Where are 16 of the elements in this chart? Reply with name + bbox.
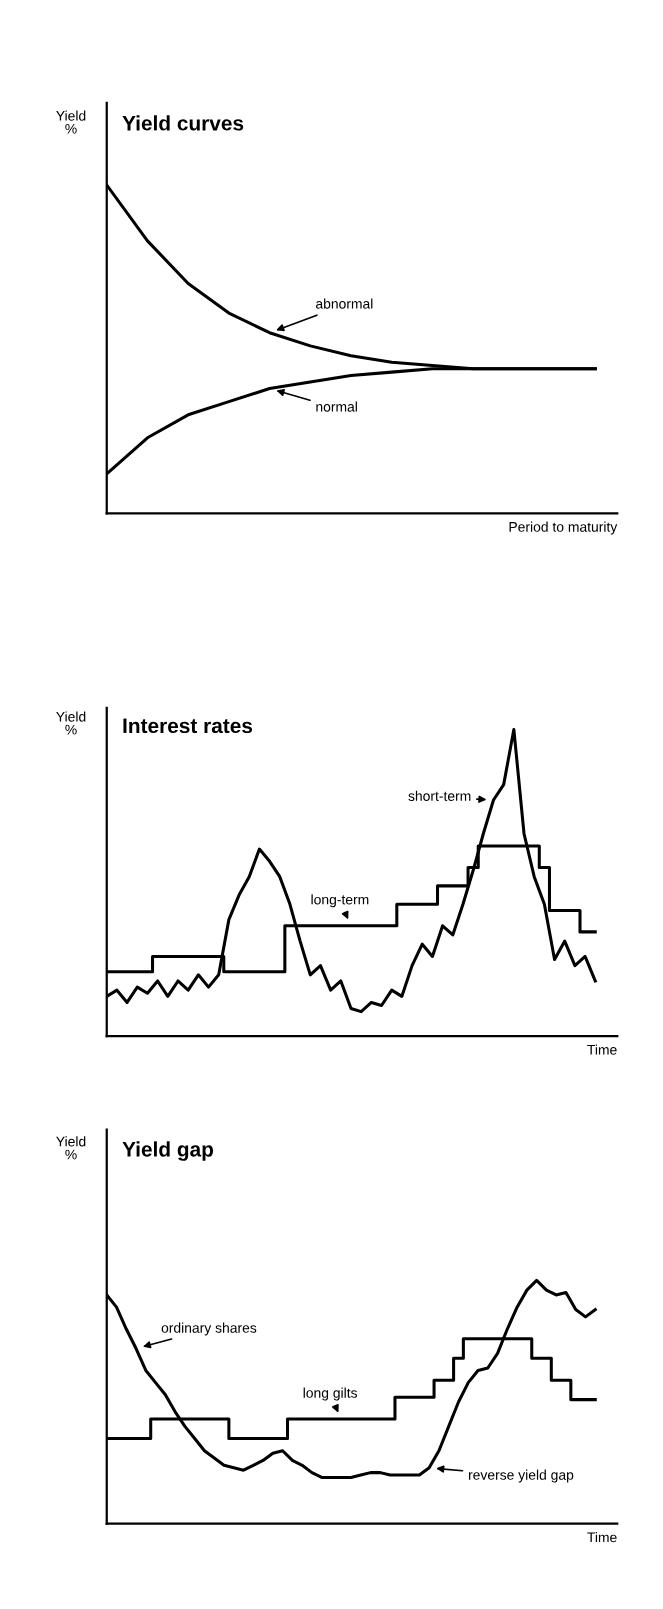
- x-axis-title: Period to maturity: [509, 521, 618, 535]
- series-label: normal: [316, 401, 357, 412]
- series-label: long gilts: [303, 1387, 358, 1401]
- text: ordinary shares: [161, 1322, 257, 1336]
- chart-title: Yield curves: [122, 115, 244, 131]
- y-axis-title: Yield %: [56, 110, 86, 134]
- series-label: long-term: [311, 894, 369, 908]
- legend-label: short-term: [408, 790, 471, 801]
- y-axis-title: Yield %: [56, 1136, 86, 1160]
- text: abnormal: [316, 298, 373, 309]
- chart-title: Interest rates: [123, 718, 253, 734]
- x-axis-title: Time: [587, 1532, 617, 1543]
- annotation: reverse yield gap: [468, 1469, 574, 1483]
- chart-title: Yield gap: [122, 1141, 214, 1161]
- y-axis-title: Yield %: [56, 711, 86, 735]
- x-axis-title: Time: [587, 1044, 617, 1055]
